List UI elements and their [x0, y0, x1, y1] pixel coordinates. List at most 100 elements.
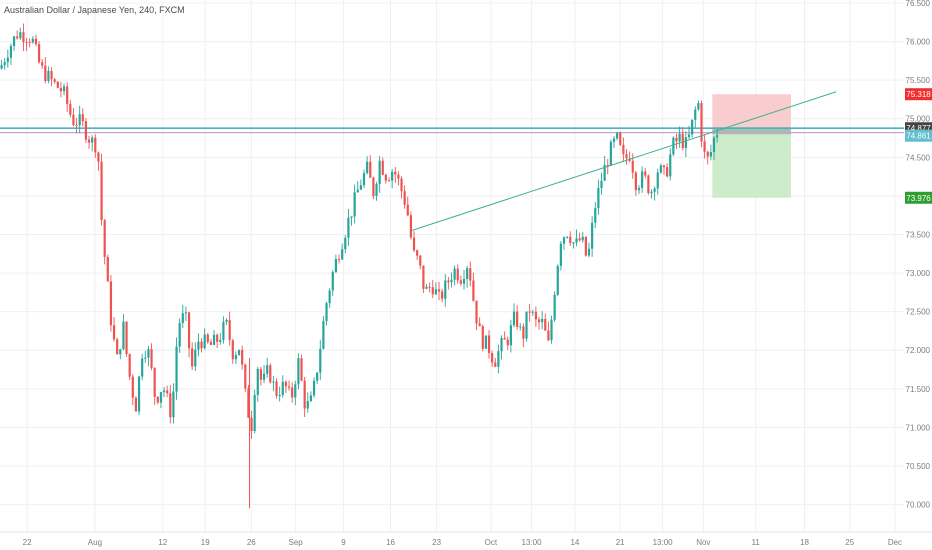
- time-tick-label: 11: [752, 538, 761, 547]
- candle-body-up: [356, 189, 359, 193]
- candle-body-down: [578, 238, 581, 241]
- candle-body-down: [394, 171, 397, 175]
- time-tick-label: 14: [570, 538, 579, 547]
- candle-body-up: [453, 268, 456, 280]
- candle-body-up: [500, 338, 503, 352]
- candle-body-down: [400, 178, 403, 192]
- candle-body-down: [284, 381, 288, 387]
- candle-body-up: [219, 339, 222, 342]
- price-badge-label: 74.877: [906, 124, 931, 133]
- candle-body-down: [403, 191, 406, 205]
- candle-body-up: [362, 173, 366, 186]
- candle-body-up: [556, 265, 559, 295]
- candle-body-down: [109, 281, 113, 326]
- candle-body-down: [16, 36, 19, 39]
- candle-body-down: [428, 286, 431, 288]
- candle-body-up: [484, 335, 487, 349]
- time-tick-label: 16: [386, 538, 395, 547]
- candle-body-down: [472, 280, 475, 301]
- candle-body-up: [612, 138, 616, 142]
- candle-body-up: [309, 395, 313, 402]
- chart-title: Australian Dollar / Japanese Yen, 240, F…: [4, 5, 185, 15]
- candle-body-down: [372, 177, 375, 197]
- position-zones[interactable]: [712, 94, 791, 198]
- candle-body-down: [259, 368, 263, 380]
- candle-body-up: [466, 268, 469, 280]
- candle-body-down: [503, 338, 506, 340]
- candle-body-up: [12, 36, 16, 47]
- candle-body-down: [494, 362, 497, 367]
- stop-loss-zone[interactable]: [712, 94, 791, 129]
- candle-body-down: [206, 334, 209, 343]
- candle-body-down: [56, 81, 59, 88]
- candle-body-down: [387, 180, 391, 182]
- candle-body-up: [559, 243, 562, 266]
- candle-body-up: [172, 391, 175, 418]
- time-tick-label: Sep: [288, 538, 303, 547]
- candle-body-down: [397, 174, 400, 179]
- candle-body-up: [225, 319, 228, 322]
- candle-body-down: [25, 42, 28, 44]
- time-tick-label: 25: [845, 538, 854, 547]
- candle-body-down: [441, 291, 444, 299]
- candle-body-up: [575, 238, 578, 243]
- candle-body-up: [709, 152, 712, 157]
- candle-body-down: [544, 318, 547, 331]
- candle-body-up: [334, 259, 338, 273]
- candle-body-down: [275, 381, 278, 396]
- candle-body-down: [422, 265, 425, 289]
- candle-body-up: [391, 171, 394, 181]
- candle-body-down: [419, 255, 422, 266]
- candle-body-up: [222, 321, 225, 340]
- candle-body-down: [625, 154, 628, 159]
- price-badge: [905, 88, 932, 101]
- candle-body-up: [366, 161, 369, 174]
- candle-body-down: [406, 204, 409, 216]
- candle-body-up: [272, 381, 275, 383]
- candle-body-down: [106, 257, 109, 282]
- candle-body-up: [541, 318, 544, 323]
- candle-body-down: [337, 259, 341, 261]
- take-profit-zone[interactable]: [712, 128, 791, 198]
- candle-body-down: [534, 311, 537, 320]
- candle-body-down: [703, 141, 706, 152]
- candle-body-down: [231, 340, 234, 360]
- candle-body-up: [550, 319, 553, 341]
- candle-body-up: [62, 86, 66, 92]
- candle-body-down: [456, 268, 459, 281]
- price-tick-label: 74.500: [906, 153, 931, 162]
- candle-body-up: [659, 165, 662, 173]
- candle-body-up: [691, 119, 694, 135]
- horizontal-levels[interactable]: [0, 127, 904, 134]
- candle-body-down: [522, 326, 525, 339]
- trendline-layer[interactable]: [411, 91, 837, 232]
- trendline[interactable]: [411, 91, 837, 232]
- candle-body-down: [22, 32, 25, 43]
- price-axis[interactable]: 76.50076.00075.50075.00074.50074.00073.5…: [906, 0, 931, 510]
- candle-body-down: [134, 397, 138, 412]
- candle-body-up: [562, 237, 566, 244]
- time-axis[interactable]: 22 Aug 12 19 26 Sep 9 16 23 Oct 13:00 14 21 13:00 Nov 1…: [0, 531, 932, 547]
- candle-body-up: [294, 384, 297, 398]
- candle-body-down: [481, 326, 484, 349]
- time-tick-label: 18: [800, 538, 809, 547]
- candle-body-down: [409, 215, 412, 238]
- candle-body-up: [531, 311, 534, 313]
- candle-body-up: [581, 236, 584, 241]
- candle-body-up: [603, 164, 606, 181]
- candle-body-up: [375, 184, 378, 197]
- candle-body-up: [497, 351, 500, 367]
- candle-body-up: [525, 311, 528, 339]
- candle-body-down: [291, 387, 294, 398]
- candle-body-up: [0, 65, 3, 69]
- price-badge: [905, 129, 932, 142]
- candle-body-up: [519, 326, 522, 328]
- candle-body-up: [159, 392, 163, 403]
- candle-body-up: [331, 272, 334, 291]
- candle-body-down: [381, 160, 384, 175]
- candle-body-down: [116, 339, 119, 355]
- time-tick-label: 13:00: [522, 538, 543, 547]
- time-tick-label: 26: [247, 538, 256, 547]
